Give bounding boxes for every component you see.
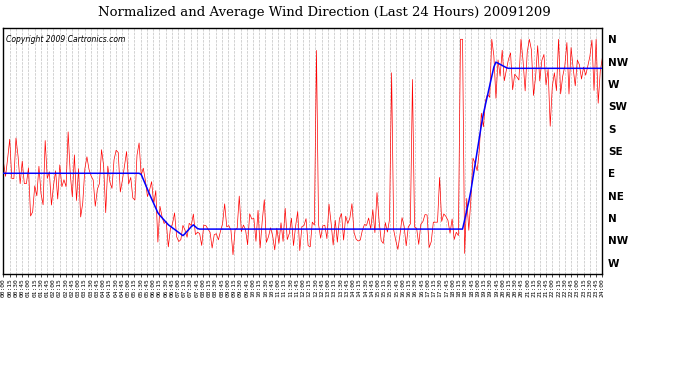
Text: Copyright 2009 Cartronics.com: Copyright 2009 Cartronics.com bbox=[6, 36, 126, 45]
Text: Normalized and Average Wind Direction (Last 24 Hours) 20091209: Normalized and Average Wind Direction (L… bbox=[98, 6, 551, 19]
